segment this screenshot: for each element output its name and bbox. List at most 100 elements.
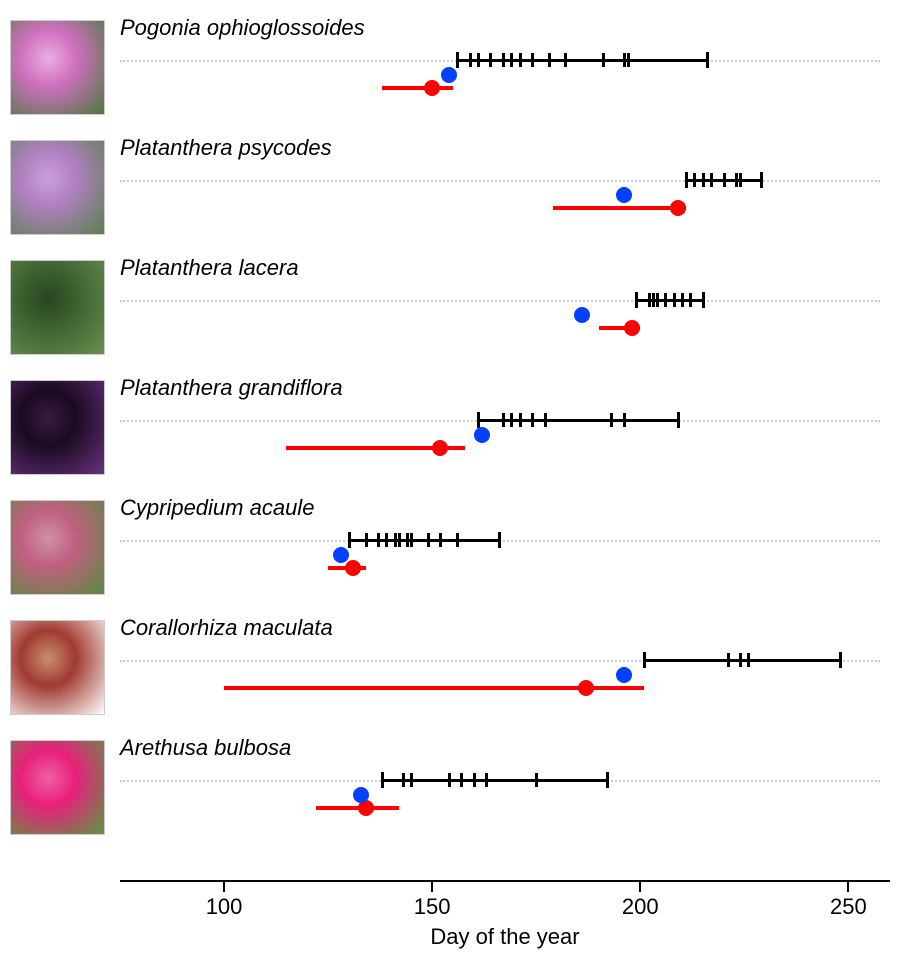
plot-area [120,490,890,610]
observation-tick [448,773,451,787]
species-thumbnail [10,620,105,715]
observation-tick [627,53,630,67]
axis-tick [431,880,433,892]
observation-tick [427,533,430,547]
species-thumbnail [10,20,105,115]
observation-tick [564,53,567,67]
observation-tick [610,413,613,427]
observation-tick [410,533,413,547]
observation-tick [739,173,742,187]
observed-point [474,427,490,443]
range-cap [706,52,709,68]
observation-tick [623,53,626,67]
plot-area [120,370,890,490]
observation-tick [735,173,738,187]
rows-container: Pogonia ophioglossoidesPlatanthera psyco… [0,10,900,850]
plot-area [120,730,890,850]
species-row: Platanthera lacera [0,250,900,370]
range-cap [606,772,609,788]
predicted-ci-line [382,86,453,90]
axis-title: Day of the year [430,924,579,950]
observation-tick [377,533,380,547]
species-row: Cypripedium acaule [0,490,900,610]
historical-range-line [349,539,499,542]
observation-tick [469,53,472,67]
observation-tick [739,653,742,667]
species-row: Platanthera grandiflora [0,370,900,490]
species-thumbnail [10,260,105,355]
range-cap [677,412,680,428]
predicted-point [670,200,686,216]
observation-tick [693,173,696,187]
observed-point [441,67,457,83]
observation-tick [456,533,459,547]
predicted-point [424,80,440,96]
species-row: Pogonia ophioglossoides [0,10,900,130]
axis-tick [847,880,849,892]
species-row: Platanthera psycodes [0,130,900,250]
observation-tick [723,173,726,187]
observation-tick [531,53,534,67]
range-cap [839,652,842,668]
observation-tick [489,53,492,67]
observation-tick [702,173,705,187]
historical-range-line [457,59,707,62]
observation-tick [439,533,442,547]
observation-tick [519,413,522,427]
axis-tick [639,880,641,892]
observation-tick [460,773,463,787]
range-cap [498,532,501,548]
observation-tick [502,413,505,427]
observation-tick [510,53,513,67]
range-cap [685,172,688,188]
phenology-chart: Pogonia ophioglossoidesPlatanthera psyco… [0,10,900,850]
observation-tick [398,533,401,547]
range-cap [381,772,384,788]
species-thumbnail [10,380,105,475]
observation-tick [473,773,476,787]
axis-tick-label: 250 [830,894,867,920]
historical-range-line [382,779,607,782]
observation-tick [406,533,409,547]
historical-range-line [478,419,678,422]
axis-tick-label: 150 [414,894,451,920]
species-row: Arethusa bulbosa [0,730,900,850]
observation-tick [365,533,368,547]
predicted-ci-line [553,206,686,210]
observation-tick [689,293,692,307]
observation-tick [485,773,488,787]
range-cap [635,292,638,308]
observation-tick [531,413,534,427]
axis-line [120,880,890,882]
baseline-dotted [120,180,880,182]
observation-tick [648,293,651,307]
historical-range-line [636,299,703,302]
observation-tick [623,413,626,427]
range-cap [760,172,763,188]
species-thumbnail [10,140,105,235]
species-row: Corallorhiza maculata [0,610,900,730]
observed-point [574,307,590,323]
observation-tick [656,293,659,307]
observation-tick [548,53,551,67]
observation-tick [410,773,413,787]
plot-area [120,130,890,250]
axis-tick-label: 200 [622,894,659,920]
observation-tick [477,53,480,67]
observation-tick [385,533,388,547]
observed-point [333,547,349,563]
axis-tick-label: 100 [206,894,243,920]
predicted-point [624,320,640,336]
plot-area [120,610,890,730]
predicted-point [578,680,594,696]
range-cap [477,412,480,428]
observation-tick [710,173,713,187]
range-cap [702,292,705,308]
baseline-dotted [120,300,880,302]
predicted-point [345,560,361,576]
observed-point [616,667,632,683]
range-cap [348,532,351,548]
observed-point [616,187,632,203]
observation-tick [394,533,397,547]
observation-tick [535,773,538,787]
